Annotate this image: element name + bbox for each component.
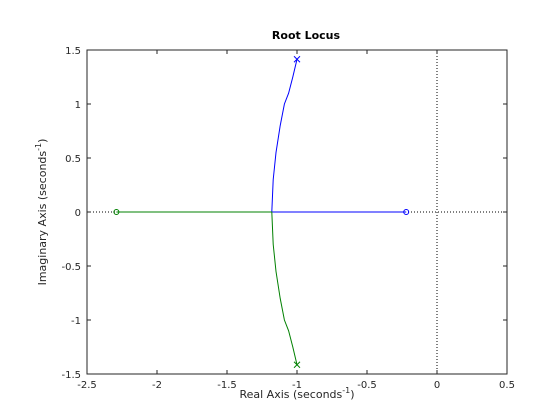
locus-branch — [271, 59, 407, 213]
pole-marker — [293, 55, 301, 63]
locus-branch — [116, 211, 298, 365]
x-tick-label: 0.5 — [499, 380, 515, 391]
y-label-text: Imaginary Axis (seconds — [36, 151, 49, 286]
x-tick-label: -1 — [292, 380, 302, 391]
x-label-close: ) — [350, 388, 354, 401]
chart-title: Root Locus — [272, 29, 341, 42]
x-axis-label: Real Axis (seconds-1) — [239, 386, 354, 401]
pole-marker — [293, 361, 301, 369]
x-tick-label: -0.5 — [357, 380, 377, 391]
y-label-sup: -1 — [34, 143, 43, 151]
x-tick-label: 0 — [434, 380, 440, 391]
y-axis-label: Imaginary Axis (seconds-1) — [34, 139, 49, 286]
zero-marker — [403, 209, 410, 215]
x-tick-label: -1.5 — [217, 380, 237, 391]
y-tick-label: 1 — [75, 100, 81, 111]
y-tick-label: 0 — [75, 208, 81, 219]
x-tick-label: -2 — [152, 380, 162, 391]
plot-frame — [86, 49, 508, 375]
x-label-sup: -1 — [342, 386, 350, 395]
y-tick-label: -1.5 — [61, 370, 81, 381]
x-label-text: Real Axis (seconds — [239, 388, 342, 401]
y-tick-label: -0.5 — [61, 262, 81, 273]
zero-marker — [113, 209, 120, 215]
y-label-close: ) — [36, 139, 49, 143]
x-tick-label: -2.5 — [77, 380, 97, 391]
y-tick-label: 0.5 — [65, 154, 81, 165]
y-tick-label: 1.5 — [65, 46, 81, 57]
y-tick-label: -1 — [71, 316, 81, 327]
